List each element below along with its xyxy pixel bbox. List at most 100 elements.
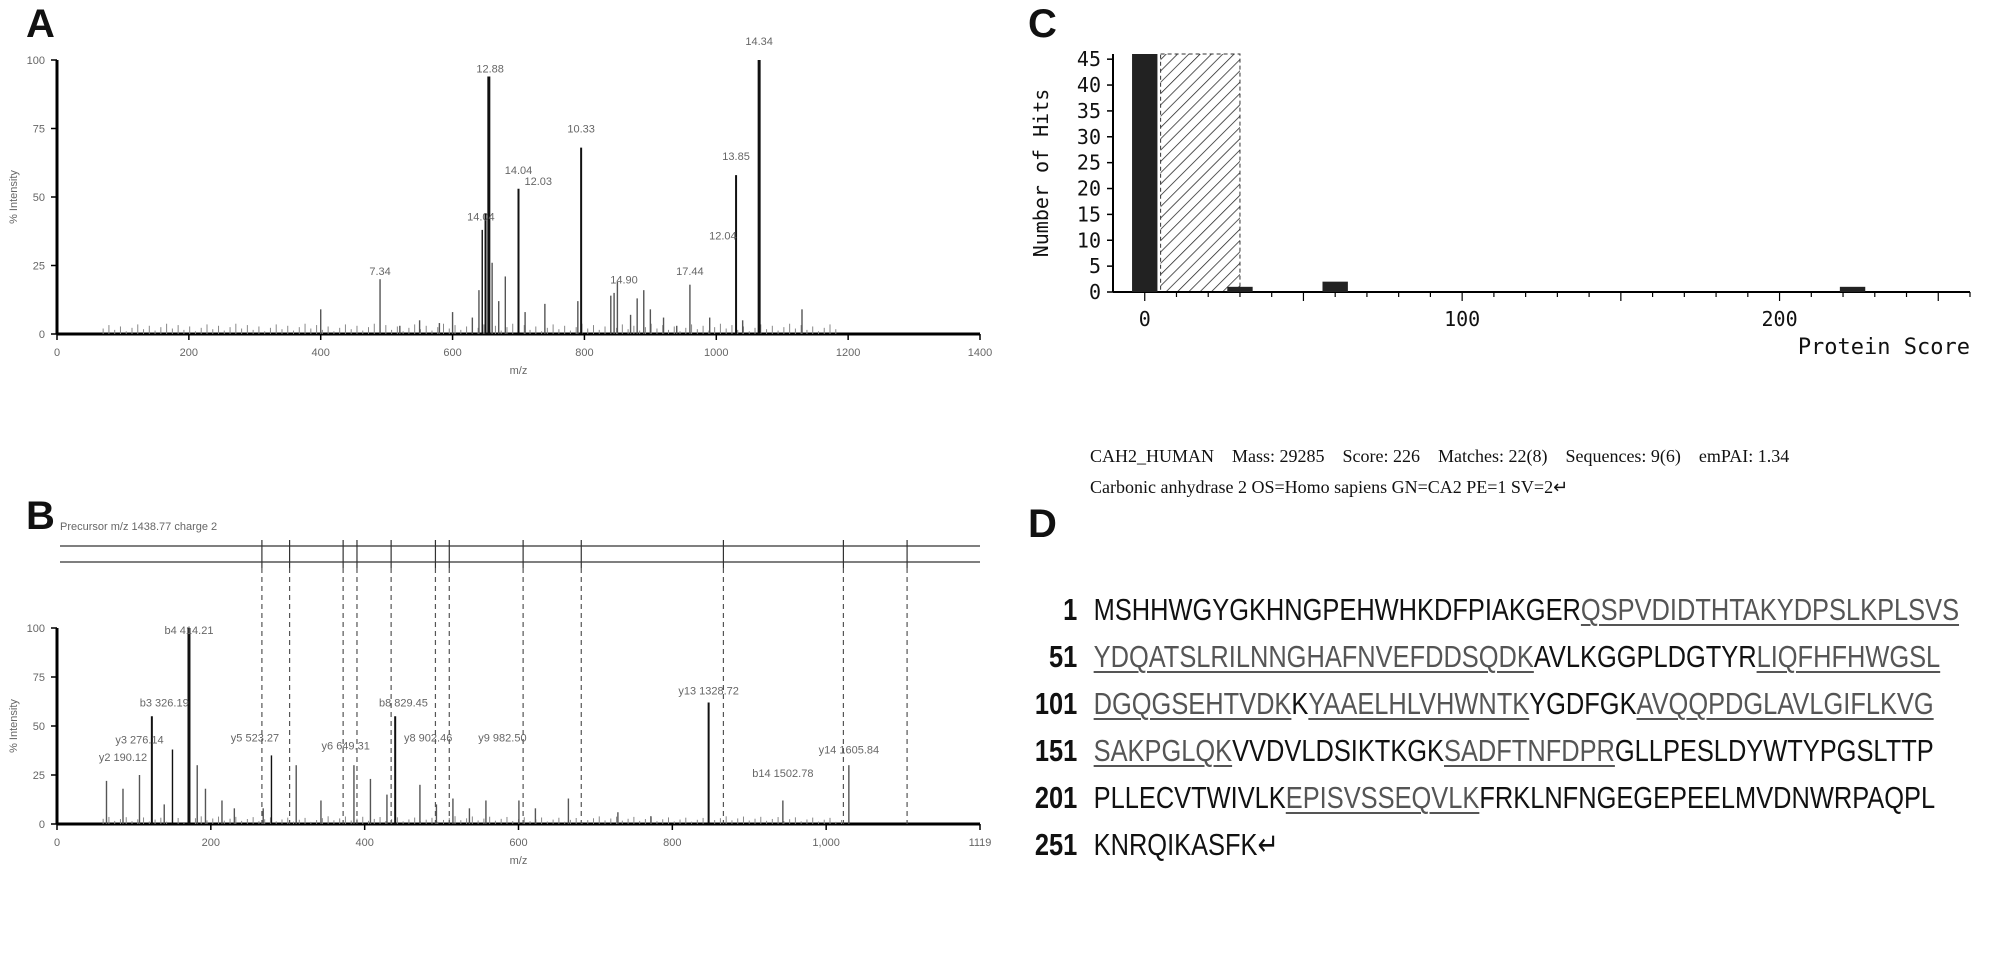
sequence-segment: PLLECVTWIVLK: [1093, 780, 1286, 815]
peak-label: 10.33: [567, 124, 595, 136]
y-tick-label: 30: [1077, 125, 1101, 149]
histogram-bar: [1322, 281, 1348, 292]
peak-label: 12.03: [525, 176, 553, 188]
sequence-row-number: 1: [1063, 592, 1078, 627]
x-tick-label: 100: [1444, 307, 1480, 331]
peak-label: y3 276.14: [115, 735, 163, 747]
peak-label: b14 1502.78: [752, 768, 813, 780]
y-tick-label: 40: [1077, 73, 1101, 97]
x-axis-label: Protein Score: [1798, 335, 1970, 360]
peak-label: b3 326.19: [140, 697, 189, 709]
matched-peptide: YDQATSLRILNNGHAFNVEFDDSQDK: [1093, 639, 1534, 674]
peak-label: b8 829.45: [379, 697, 428, 709]
sequence-row: 201 PLLECVTWIVLKEPISVSSEQVLKFRKLNFNGEGEPE…: [1010, 780, 1959, 827]
x-tick-label: 1119: [969, 837, 992, 849]
panel-letter-d: D: [1028, 502, 1057, 546]
matched-peptide: EPISVSSEQVLK: [1285, 780, 1480, 815]
x-axis-label: m/z: [510, 855, 528, 867]
y-tick-label: 25: [33, 261, 45, 273]
peak-label: y13 1328.72: [678, 686, 739, 698]
matched-peptide: LIQFHFHWGSL: [1756, 639, 1941, 674]
x-tick-label: 0: [54, 347, 60, 359]
x-tick-label: 200: [1761, 307, 1797, 331]
x-tick-label: 600: [509, 837, 527, 849]
y-tick-label: 25: [33, 770, 45, 782]
sequence-segment: AVLKGGPLDGTYR: [1533, 639, 1757, 674]
panel-letter-b: B: [26, 494, 55, 538]
peak-label: y9 982.50: [478, 733, 526, 745]
sequence-segment: KNRQIKASFK↵: [1093, 827, 1279, 862]
sequence-segment: VVDVLDSIKTKGK: [1232, 733, 1445, 768]
x-tick-label: 1200: [836, 347, 860, 359]
sequence-row: 1 MSHHWGYGKHNGPEHWHKDFPIAKGERQSPVDIDTHTAK…: [1010, 592, 1959, 639]
peak-label: y6 649.31: [322, 740, 370, 752]
peak-label: 14.34: [745, 36, 773, 48]
peak-label: y5 523.27: [231, 733, 279, 745]
sequence-row-number: 201: [1034, 780, 1078, 815]
y-tick-label: 20: [1077, 177, 1101, 201]
protein-info-line2: Carbonic anhydrase 2 OS=Homo sapiens GN=…: [1090, 477, 1569, 497]
panel-letter-c: C: [1028, 2, 1057, 46]
peak-label: 17.44: [676, 266, 704, 278]
x-tick-label: 1,000: [812, 837, 840, 849]
peak-label: y2 190.12: [99, 752, 147, 764]
sequence-segment: K: [1291, 686, 1309, 721]
y-axis-label: % Intensity: [8, 170, 20, 224]
threshold-region: [1160, 53, 1241, 293]
peak-label: y8 902.46: [404, 733, 452, 745]
peak-label: 13.85: [722, 151, 750, 163]
sequence-row: 151 SAKPGLQKVVDVLDSIKTKGKSADFTNFDPRGLLPES…: [1010, 733, 1959, 780]
x-tick-label: 0: [54, 837, 60, 849]
sequence-row-number: 251: [1034, 827, 1078, 862]
histogram-bar: [1227, 286, 1253, 292]
matched-peptide: YAAELHLVHWNTK: [1308, 686, 1530, 721]
y-tick-label: 5: [1089, 254, 1101, 278]
y-tick-label: 25: [1077, 151, 1101, 175]
x-tick-label: 400: [355, 837, 373, 849]
x-tick-label: 200: [202, 837, 220, 849]
y-tick-label: 100: [27, 623, 45, 635]
peak-label: 14.04: [505, 165, 533, 177]
y-tick-label: 0: [1089, 280, 1101, 304]
sequence-row: 101 DGQGSEHTVDKKYAAELHLVHWNTKYGDFGKAVQQPD…: [1010, 686, 1959, 733]
sequence-segment: FRKLNFNGEGEPEELMVDNWRPAQPL: [1479, 780, 1936, 815]
y-tick-label: 100: [27, 55, 45, 67]
sequence-row-number: 51: [1048, 639, 1078, 674]
y-axis-label: % Intensity: [8, 699, 20, 753]
matched-peptide: QSPVDIDTHTAKYDPSLKPLSVS: [1580, 592, 1960, 627]
peak-label: y14 1605.84: [819, 744, 880, 756]
sequence-row: 251 KNRQIKASFK↵: [1010, 827, 1959, 874]
y-tick-label: 50: [33, 721, 45, 733]
peak-label: 14.90: [610, 274, 638, 286]
protein-info: CAH2_HUMAN Mass: 29285 Score: 226 Matche…: [1090, 446, 1990, 508]
x-tick-label: 1000: [704, 347, 728, 359]
peak-label: 12.04: [709, 231, 737, 243]
y-tick-label: 75: [33, 672, 45, 684]
peak-label: 12.88: [476, 63, 504, 75]
y-tick-label: 10: [1077, 228, 1101, 252]
x-tick-label: 400: [312, 347, 330, 359]
peak-label: 14.04: [467, 211, 495, 223]
y-tick-label: 0: [39, 819, 45, 831]
sequence-row-number: 151: [1034, 733, 1078, 768]
matched-peptide: AVQQPDGLAVLGIFLKVG: [1636, 686, 1934, 721]
sequence-block: 1 MSHHWGYGKHNGPEHWHKDFPIAKGERQSPVDIDTHTAK…: [1010, 592, 1959, 874]
panel-letter-a: A: [26, 2, 55, 46]
sequence-segment: MSHHWGYGKHNGPEHWHKDFPIAKGER: [1093, 592, 1581, 627]
histogram-bar: [1132, 54, 1158, 292]
x-tick-label: 200: [180, 347, 198, 359]
x-tick-label: 1400: [968, 347, 992, 359]
y-tick-label: 75: [33, 124, 45, 136]
sequence-segment: GLLPESLDYWTYPGSLTTP: [1614, 733, 1934, 768]
y-tick-label: 15: [1077, 202, 1101, 226]
x-axis-label: m/z: [510, 365, 528, 377]
matched-peptide: DGQGSEHTVDK: [1093, 686, 1292, 721]
sequence-segment: YGDFGK: [1529, 686, 1637, 721]
sequence-row: 51 YDQATSLRILNNGHAFNVEFDDSQDKAVLKGGPLDGTY…: [1010, 639, 1959, 686]
peak-label: b4 414.21: [165, 625, 214, 637]
matched-peptide: SADFTNFDPR: [1444, 733, 1615, 768]
x-tick-label: 800: [663, 837, 681, 849]
y-tick-label: 45: [1077, 47, 1101, 71]
